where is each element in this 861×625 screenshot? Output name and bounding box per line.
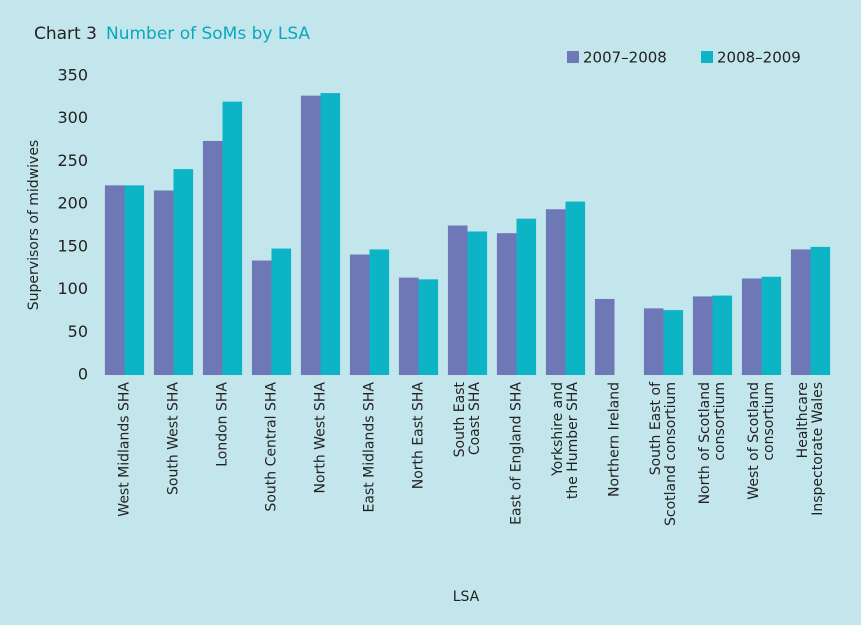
x-tick-label-line: North East SHA [411, 382, 427, 490]
bar [467, 231, 488, 375]
bar [349, 254, 370, 375]
x-tick-label-line: South East [452, 382, 468, 458]
bar [153, 190, 174, 375]
x-tick-label-line: South West SHA [166, 382, 182, 495]
x-tick-label-line: South East of [648, 381, 664, 475]
bar [516, 218, 537, 375]
x-tick-label-line: South Central SHA [264, 382, 280, 512]
bar [692, 296, 713, 375]
y-tick-label: 0 [78, 365, 88, 384]
bar [565, 201, 586, 375]
x-tick-label-line: West Midlands SHA [117, 382, 133, 517]
bar [398, 277, 419, 375]
y-axis-label: Supervisors of midwives [26, 140, 42, 310]
x-tick-label: East Midlands SHA [362, 382, 378, 513]
legend-swatch [567, 51, 579, 63]
bar [810, 246, 831, 375]
x-tick-label-line: Yorkshire and [550, 382, 566, 477]
x-tick-label-line: East of England SHA [509, 382, 525, 525]
bar [104, 185, 125, 375]
y-tick-label: 200 [57, 194, 88, 213]
x-tick-label-line: Healthcare [795, 382, 811, 458]
y-tick-label: 300 [57, 108, 88, 127]
x-tick-label: North East SHA [411, 382, 427, 490]
x-tick-label-line: Scotland consortium [663, 382, 679, 526]
x-tick-label-line: East Midlands SHA [362, 382, 378, 513]
bar [790, 249, 811, 375]
x-tick-label: North of Scotlandconsortium [697, 382, 728, 504]
bar [418, 279, 439, 375]
x-tick-label-line: North West SHA [313, 382, 329, 494]
bar [173, 169, 194, 375]
chart-title-prefix: Chart 3 [34, 24, 97, 44]
bar [300, 95, 321, 376]
bar [320, 93, 341, 375]
bar [222, 101, 243, 375]
x-tick-label: London SHA [215, 382, 231, 467]
bar [124, 185, 145, 375]
bar [761, 276, 782, 375]
x-tick-label-line: Inspectorate Wales [810, 382, 826, 516]
bar [251, 260, 272, 375]
y-tick-label: 150 [57, 236, 88, 255]
x-tick-label-line: consortium [761, 382, 777, 461]
x-tick-label: South EastCoast SHA [452, 382, 483, 458]
y-tick-label: 350 [57, 66, 88, 85]
x-tick-label: North West SHA [313, 382, 329, 494]
bar [447, 225, 468, 375]
bar [663, 310, 684, 375]
legend-swatch [701, 51, 713, 63]
x-axis-label: LSA [453, 589, 480, 605]
bar [643, 308, 664, 375]
bar [594, 298, 615, 375]
bar [712, 295, 733, 375]
bar [545, 209, 566, 375]
x-tick-label: South East ofScotland consortium [648, 381, 679, 526]
x-tick-label-line: the Humber SHA [565, 382, 581, 500]
x-tick-label: West of Scotlandconsortium [746, 382, 777, 500]
x-tick-label: South Central SHA [264, 382, 280, 512]
y-tick-label: 250 [57, 151, 88, 170]
bar [369, 249, 390, 375]
chart-title: Number of SoMs by LSA [106, 24, 310, 44]
legend-label: 2008–2009 [717, 49, 801, 67]
x-tick-label-line: consortium [712, 382, 728, 461]
bar [496, 233, 517, 375]
x-tick-label-line: Northern Ireland [607, 382, 623, 497]
x-tick-label: South West SHA [166, 382, 182, 495]
x-tick-label-line: Coast SHA [467, 382, 483, 456]
x-tick-label-line: West of Scotland [746, 382, 762, 500]
x-tick-label: East of England SHA [509, 382, 525, 525]
x-tick-label-line: North of Scotland [697, 382, 713, 504]
legend-label: 2007–2008 [583, 49, 667, 67]
y-tick-label: 50 [68, 322, 88, 341]
y-tick-label: 100 [57, 279, 88, 298]
bar [271, 248, 292, 375]
bar [202, 140, 223, 375]
x-tick-label: West Midlands SHA [117, 382, 133, 517]
x-tick-label: Yorkshire andthe Humber SHA [550, 382, 581, 500]
x-tick-label: Northern Ireland [607, 382, 623, 497]
bar [741, 278, 762, 375]
x-tick-label: HealthcareInspectorate Wales [795, 382, 826, 516]
x-tick-label-line: London SHA [215, 382, 231, 467]
